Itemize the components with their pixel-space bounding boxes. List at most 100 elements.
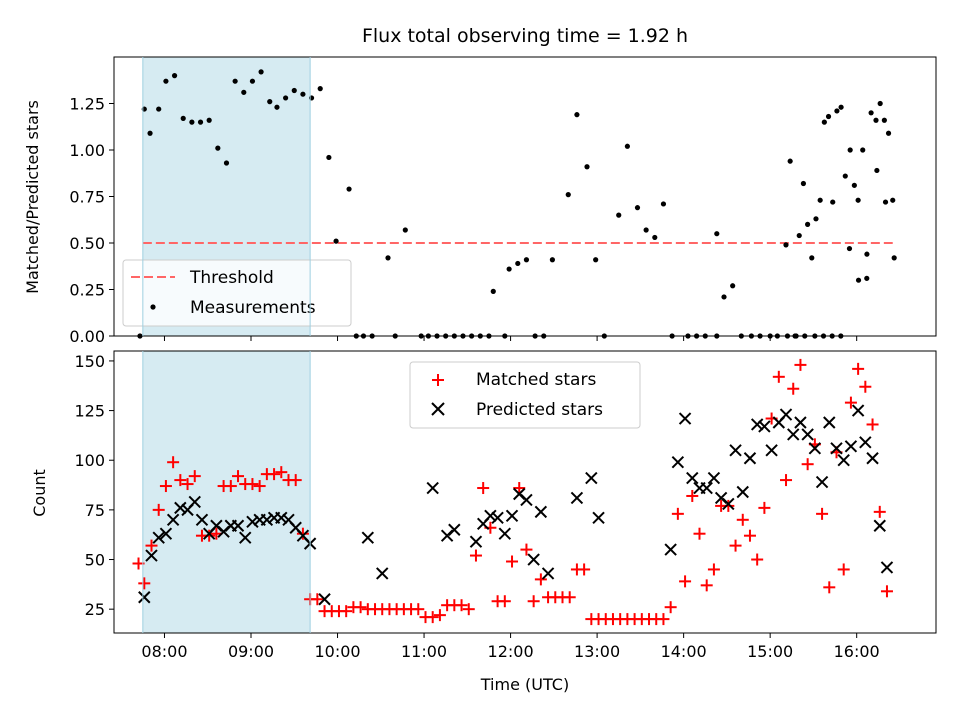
- measurement-point: [574, 112, 580, 118]
- legend-measurements-label: Measurements: [190, 298, 316, 318]
- measurement-point: [864, 251, 870, 257]
- measurement-point: [274, 104, 280, 110]
- measurement-point: [634, 205, 641, 211]
- measurement-point: [821, 119, 827, 125]
- measurement-point: [180, 115, 186, 121]
- matched-star-point: [823, 581, 836, 594]
- measurement-point: [616, 212, 622, 218]
- measurement-point: [346, 186, 352, 192]
- measurement-point: [714, 231, 720, 237]
- matched-star-point: [174, 474, 187, 487]
- measurement-point: [730, 283, 736, 289]
- measurement-point: [258, 69, 264, 75]
- predicted-star-point: [837, 454, 850, 467]
- predicted-star-point: [830, 442, 843, 455]
- measurement-point: [189, 119, 195, 125]
- matched-star-point: [578, 563, 591, 576]
- predicted-star-point: [534, 505, 548, 519]
- measurement-point: [147, 130, 153, 136]
- measurement-point: [800, 180, 807, 187]
- measurement-point: [163, 78, 169, 84]
- y-tick-label: 25: [85, 600, 105, 619]
- measurement-point: [223, 160, 230, 166]
- matched-star-point: [232, 470, 245, 483]
- measurement-point: [549, 257, 556, 263]
- measurement-point: [643, 227, 649, 233]
- x-tick-label: 09:00: [228, 642, 274, 661]
- predicted-star-point: [239, 531, 252, 544]
- x-tick-label: 10:00: [314, 642, 360, 661]
- measurement-point: [830, 199, 836, 205]
- matched-star-point: [520, 543, 533, 556]
- matched-star-point: [138, 577, 151, 590]
- x-tick-label: 15:00: [747, 642, 793, 661]
- y-tick-label: 0.00: [69, 327, 105, 346]
- predicted-star-point: [743, 452, 757, 465]
- legend-measurements-swatch: [150, 304, 156, 310]
- legend-predicted-label: Predicted stars: [476, 400, 603, 420]
- measurement-point: [490, 288, 496, 294]
- predicted-star-point: [145, 549, 158, 562]
- matched-star-point: [145, 539, 158, 552]
- predicted-star-point: [678, 412, 692, 425]
- matched-star-point: [772, 370, 785, 383]
- predicted-star-point: [505, 509, 519, 523]
- predicted-star-point: [844, 440, 858, 453]
- measurement-point: [624, 143, 630, 149]
- predicted-star-point: [527, 553, 540, 566]
- predicted-star-point: [664, 543, 677, 556]
- top-plot-frame: [113, 56, 937, 337]
- measurement-point: [584, 164, 590, 170]
- matched-star-point: [844, 396, 857, 409]
- matched-star-point: [534, 573, 547, 586]
- measurement-point: [842, 173, 848, 179]
- measurement-point: [881, 117, 887, 123]
- measurement-point: [817, 197, 823, 203]
- predicted-star-point: [808, 442, 822, 455]
- matched-star-point: [780, 474, 793, 487]
- measurement-point: [877, 100, 883, 107]
- measurement-point: [267, 99, 273, 105]
- predicted-star-point: [246, 515, 259, 528]
- predicted-star-point: [750, 418, 764, 431]
- predicted-star-point: [188, 495, 201, 509]
- measurement-point: [873, 117, 879, 123]
- matched-star-point: [837, 563, 850, 576]
- matched-star-point: [224, 480, 237, 493]
- top-y-axis-ticks: 0.00 0.25 0.50 0.75 1.00 1.25: [69, 95, 114, 346]
- matched-star-point: [743, 529, 756, 542]
- bottom-plot-frame: [113, 350, 937, 634]
- matched-star-point: [181, 478, 194, 491]
- matched-star-point: [340, 605, 353, 618]
- predicted-stars-points: [138, 404, 894, 606]
- measurement-point: [291, 87, 297, 94]
- measurement-point: [385, 255, 391, 261]
- measurement-point: [809, 255, 815, 261]
- y-tick-label: 50: [85, 551, 105, 570]
- predicted-star-point: [448, 523, 461, 536]
- y-tick-label: 150: [74, 352, 105, 371]
- matched-star-point: [758, 501, 771, 514]
- matched-star-point: [693, 527, 706, 540]
- predicted-star-point: [866, 452, 879, 465]
- measurement-point: [249, 78, 256, 84]
- measurement-point: [855, 277, 862, 283]
- bottom-legend: Matched stars Predicted stars: [409, 361, 641, 429]
- legend-threshold-label: Threshold: [189, 268, 274, 288]
- matched-star-point: [498, 595, 511, 608]
- matched-star-point: [563, 591, 576, 604]
- y-tick-label: 1.25: [69, 95, 105, 114]
- predicted-star-point: [318, 593, 331, 606]
- matched-star-point: [722, 499, 735, 512]
- x-tick-label: 11:00: [401, 642, 447, 661]
- measurement-point: [825, 113, 832, 120]
- y-tick-label: 0.25: [69, 281, 105, 300]
- measurement-point: [171, 73, 178, 79]
- matched-star-point: [462, 603, 475, 616]
- y-tick-label: 1.00: [69, 141, 105, 160]
- predicted-star-point: [491, 511, 504, 525]
- measurement-point: [523, 257, 530, 263]
- matched-star-point: [469, 549, 482, 562]
- matched-star-point: [506, 555, 519, 568]
- bottom-legend-box: [409, 361, 641, 429]
